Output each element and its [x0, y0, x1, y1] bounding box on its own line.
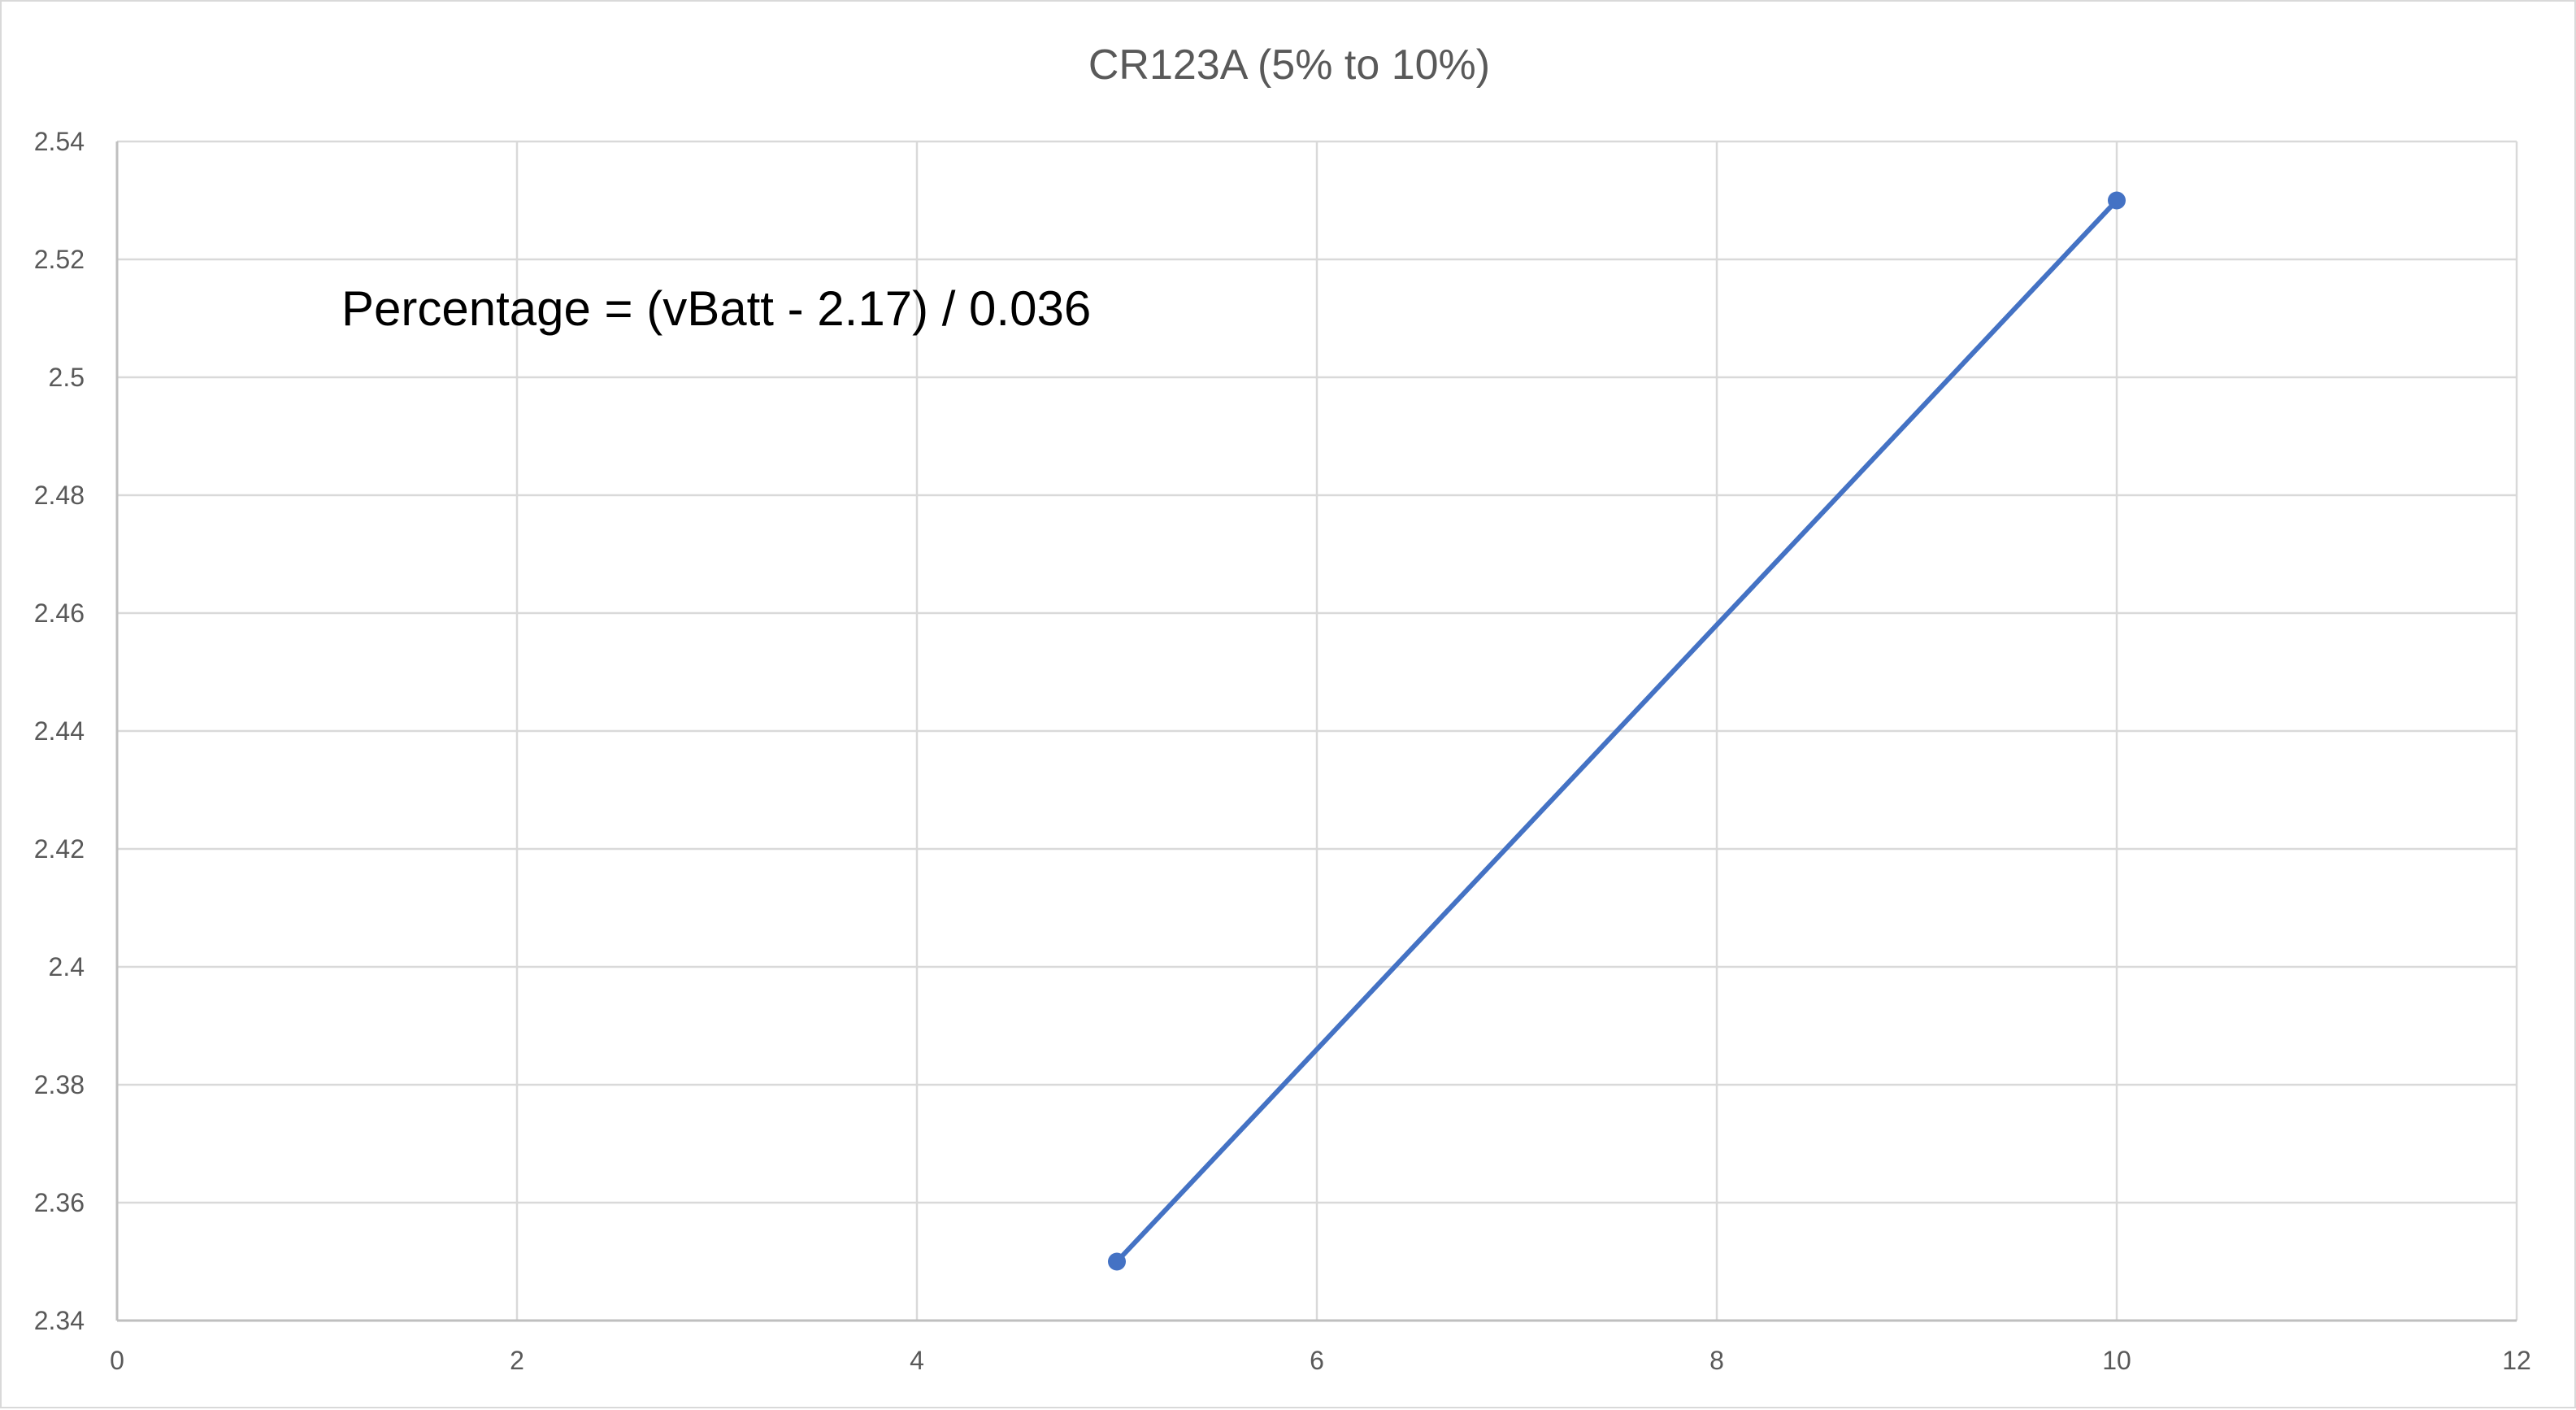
data-point	[1108, 1252, 1126, 1271]
x-tick-label: 8	[1709, 1346, 1724, 1375]
x-tick-label: 10	[2102, 1346, 2131, 1375]
y-tick-label: 2.52	[34, 245, 85, 274]
series-layer	[1108, 191, 2126, 1271]
y-tick-label: 2.54	[34, 127, 85, 156]
axes	[115, 141, 2517, 1322]
x-tick-label: 6	[1310, 1346, 1324, 1375]
tick-labels: 2.34 2.36 2.38 2.4 2.42 2.44 2.46 2.48 2.5 2.52 2.…	[34, 127, 2531, 1375]
y-tick-label: 2.46	[34, 598, 85, 628]
formula-annotation: Percentage = (vBatt - 2.17) / 0.036	[341, 281, 1091, 336]
x-tick-label: 2	[510, 1346, 524, 1375]
series-line	[1114, 198, 2119, 1264]
y-tick-label: 2.5	[49, 363, 85, 392]
gridlines	[117, 140, 2518, 1321]
y-tick-label: 2.38	[34, 1070, 85, 1099]
y-tick-label: 2.36	[34, 1188, 85, 1217]
y-tick-label: 2.42	[34, 834, 85, 864]
x-tick-label: 0	[110, 1346, 124, 1375]
data-point	[2108, 191, 2126, 210]
y-tick-label: 2.4	[49, 952, 85, 981]
x-tick-label: 12	[2502, 1346, 2531, 1375]
y-tick-label: 2.44	[34, 716, 85, 746]
y-tick-label: 2.48	[34, 481, 85, 510]
y-tick-label: 2.34	[34, 1306, 85, 1335]
x-tick-label: 4	[910, 1346, 924, 1375]
chart-title: CR123A (5% to 10%)	[1088, 41, 1490, 89]
